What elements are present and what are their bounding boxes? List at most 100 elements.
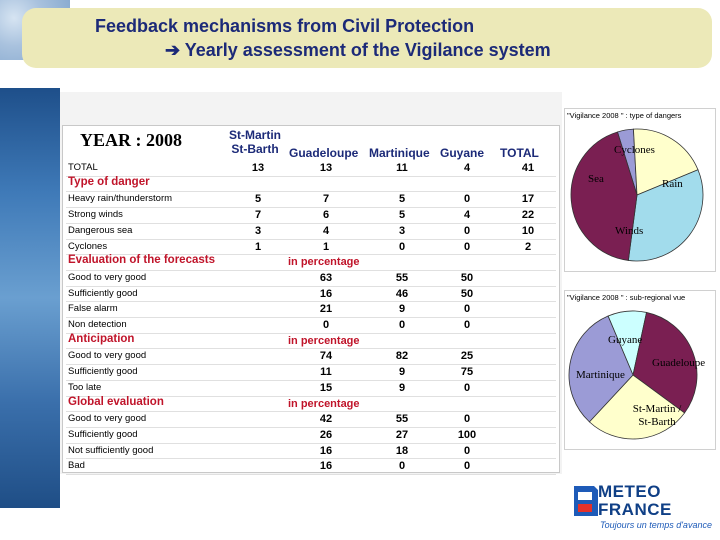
row-label: Too late [68,381,102,393]
table-cell: 5 [398,209,406,222]
table-cell: 0 [398,460,406,473]
row-label: Heavy rain/thunderstorm [68,193,173,205]
table-cell: 42 [319,413,333,426]
row-divider [66,191,556,193]
page-title: Feedback mechanisms from Civil Protectio… [95,16,475,36]
table-cell: 7 [322,193,330,206]
row-label: Good to very good [68,271,147,283]
table-cell: 41 [521,162,535,174]
table-cell: 16 [319,287,333,300]
table-cell: 7 [254,209,262,222]
row-label: Sufficiently good [68,428,138,440]
table-cell: 0 [463,224,471,237]
table-cell: 63 [319,271,333,284]
table-cell: 100 [457,428,477,441]
table-row: Not sufficiently good 16 18 0 [66,444,556,460]
table-row: Bad 16 0 0 [66,459,556,475]
row-divider [66,426,556,428]
table-cell: 0 [398,319,406,331]
slice-label: Martinique [576,369,625,381]
logo-icon [574,486,598,516]
row-divider [66,222,556,224]
slice-label: Guyane [608,334,643,346]
chart-type-of-dangers [564,108,716,272]
table-cell: 18 [395,444,409,457]
row-label: Strong winds [68,209,123,221]
pie-slice-st-martin-st-barth [568,315,634,423]
table-cell: 0 [398,240,406,253]
table-cell: 11 [320,366,332,379]
table-cell: 1 [254,240,262,253]
table-cell: 2 [524,240,532,253]
row-label: Sufficiently good [68,366,138,378]
table-cell: 0 [463,303,471,316]
table-cell: 82 [395,350,409,363]
assessment-table [62,125,560,473]
table-cell: 4 [463,209,471,222]
row-divider [66,458,556,460]
row-divider [66,348,556,350]
title-banner [22,8,712,68]
row-label: TOTAL [68,162,98,173]
section-row: Anticipation [66,333,556,350]
table-cell: 0 [463,319,471,331]
row-divider [66,442,556,444]
table-cell: 13 [251,162,265,174]
table-cell: 15 [319,381,333,394]
table-cell: 21 [319,303,333,316]
table-cell: 0 [463,240,471,253]
col-header-guyane: Guyane [440,146,485,160]
col-header-martinique: Martinique [369,146,430,160]
table-cell: 1 [322,240,330,253]
table-row: Heavy rain/thunderstorm 5 7 5 0 17 [66,192,556,208]
table-cell: 17 [521,193,535,206]
table-cell: 46 [395,287,409,300]
table-row: Good to very good 74 82 25 [66,349,556,365]
table-cell: 0 [463,444,471,457]
row-label: Not sufficiently good [68,444,154,456]
row-divider [66,395,556,397]
table-cell: 4 [463,162,471,174]
pie-slice-guadeloupe [632,311,698,414]
table-row: Cyclones 1 1 0 0 2 [66,240,556,256]
pie-slice-winds [570,131,638,261]
pie-slice-rain [627,169,704,262]
row-divider [66,332,556,334]
row-divider [66,474,556,475]
row-divider [66,317,556,318]
table-cell: 0 [322,319,330,331]
table-row: Strong winds 7 6 5 4 22 [66,208,556,224]
table-cell: 3 [254,224,262,237]
slice-label: Winds [615,225,644,237]
logo-slogan: Toujours un temps d'avance [600,520,712,530]
table-cell: 75 [460,366,474,379]
table-cell: 3 [398,224,406,237]
table-cell: 9 [398,366,406,379]
slice-label: Guadeloupe [652,357,706,369]
slice-label: Rain [662,178,683,190]
row-divider [66,285,556,287]
pie-chart-svg [568,310,698,440]
row-divider [66,175,556,177]
pie-slice-martinique [588,374,686,440]
table-row: Dangerous sea 3 4 3 0 10 [66,224,556,240]
chart-title: "Vigilance 2008 " : type of dangers [567,111,682,120]
table-row: Good to very good 63 55 50 [66,271,556,287]
year-label: YEAR : 2008 [80,130,182,150]
table-cell: 0 [463,460,471,473]
table-row: Non detection 0 0 0 [66,318,556,334]
row-divider [66,254,556,256]
row-label: Bad [68,460,85,472]
table-cell: 9 [398,303,406,316]
row-label: Dangerous sea [68,224,133,236]
row-divider [66,411,556,413]
row-divider [66,379,556,381]
table-cell: 26 [319,428,333,441]
section-row: Global evaluation [66,396,556,413]
table-cell: 0 [463,413,471,426]
row-divider [66,207,556,209]
row-label: Non detection [68,319,127,330]
col-header-stmartin: St-Martin St-Barth [229,128,281,156]
pie-slice-sea [633,128,699,196]
table-cell: 11 [396,162,408,174]
